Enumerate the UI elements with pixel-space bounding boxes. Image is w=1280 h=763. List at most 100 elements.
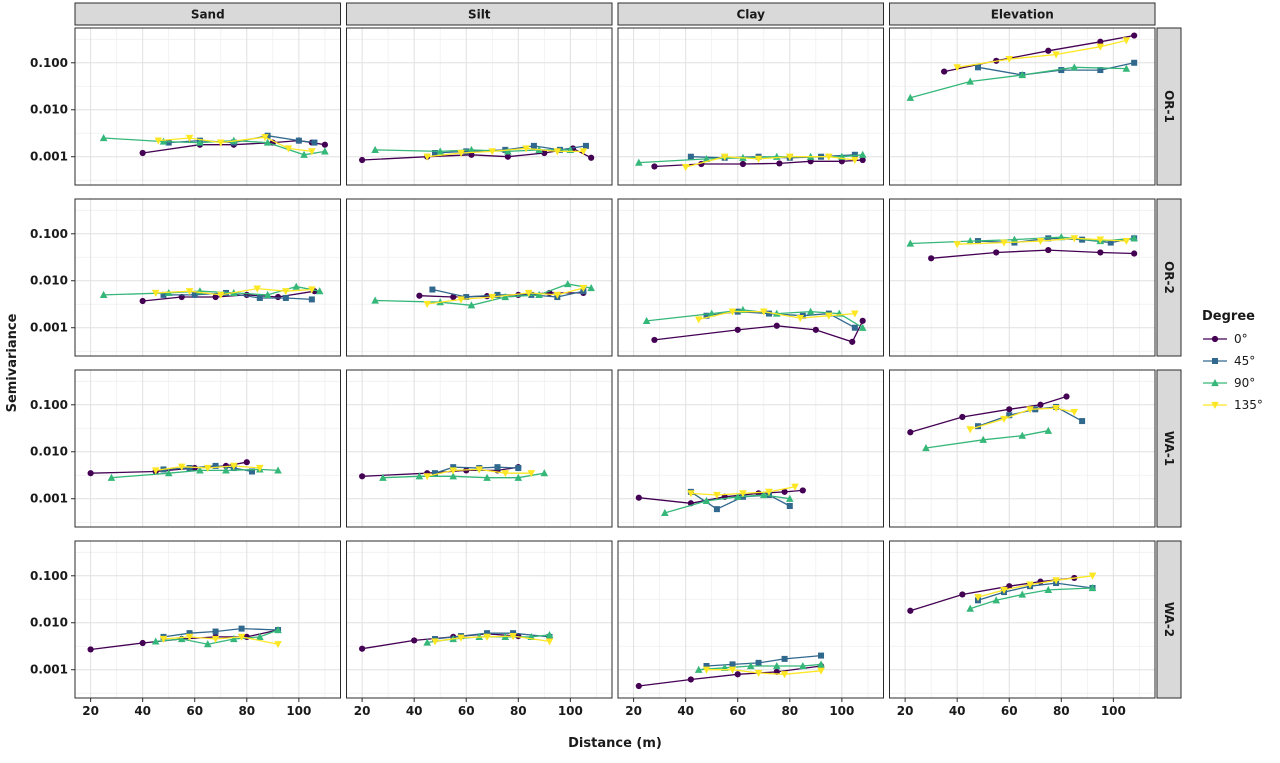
facet-row-strip-OR-2: OR-2 <box>1156 198 1182 357</box>
panel-border <box>617 27 884 186</box>
series-135° <box>423 284 588 308</box>
series-90° <box>379 469 549 481</box>
series-135° <box>974 572 1097 602</box>
y-tick-label: 0.010 <box>30 103 68 117</box>
panel-border <box>346 198 613 357</box>
facet-column-label: Clay <box>737 8 766 22</box>
x-tick-label: 80 <box>781 704 798 718</box>
y-tick-label: 0.001 <box>30 150 68 164</box>
series-line <box>158 136 312 153</box>
panel-border <box>346 540 613 699</box>
panel-background <box>618 541 884 698</box>
panel-border <box>74 540 341 699</box>
legend-label: 90° <box>1234 376 1255 390</box>
facet-row-strip-WA-1: WA-1 <box>1156 369 1182 528</box>
y-tick-label: 0.100 <box>30 227 68 241</box>
panel-border <box>617 369 884 528</box>
x-tick-label: 40 <box>134 704 151 718</box>
panel-background <box>889 199 1155 356</box>
legend-item-0°: 0° <box>1203 332 1248 346</box>
legend-title: Degree <box>1202 309 1255 324</box>
series-line <box>685 156 855 168</box>
facet-row-label: WA-1 <box>1162 431 1176 466</box>
legend-label: 0° <box>1234 332 1248 346</box>
y-tick-label: 0.001 <box>30 663 68 677</box>
panel-border <box>74 369 341 528</box>
x-tick-label: 100 <box>829 704 854 718</box>
legend-label: 135° <box>1234 398 1263 412</box>
series-90° <box>151 626 282 648</box>
x-tick-label: 80 <box>238 704 255 718</box>
panel-OR-2-Silt <box>346 198 613 357</box>
x-tick-label: 100 <box>558 704 583 718</box>
x-tick-label: 60 <box>186 704 203 718</box>
facet-row-strip-WA-2: WA-2 <box>1156 540 1182 699</box>
facet-column-strip-Silt: Silt <box>346 2 613 26</box>
x-tick-label: 20 <box>82 704 99 718</box>
panel-border <box>889 540 1156 699</box>
panel-border <box>889 369 1156 528</box>
facet-row-label: WA-2 <box>1162 602 1176 637</box>
series-135° <box>423 466 536 481</box>
panel-border <box>889 198 1156 357</box>
facet-column-label: Elevation <box>991 8 1054 22</box>
series-line <box>925 430 1049 449</box>
series-0° <box>928 246 1138 262</box>
facet-row-strip-OR-1: OR-1 <box>1156 27 1182 186</box>
series-line <box>427 287 584 305</box>
panel-background <box>346 28 612 185</box>
facet-column-label: Silt <box>468 8 491 22</box>
panel-WA-1-Silt <box>346 369 613 528</box>
series-135° <box>687 483 799 500</box>
x-tick-label: 20 <box>897 704 914 718</box>
series-90° <box>966 583 1097 612</box>
panel-border <box>74 198 341 357</box>
series-line <box>111 468 279 479</box>
panel-WA-1-Elevation <box>889 369 1156 528</box>
legend-item-45°: 45° <box>1203 354 1255 368</box>
panel-OR-2-Clay <box>617 198 884 357</box>
panel-border <box>889 27 1156 186</box>
x-tick-label: 60 <box>1001 704 1018 718</box>
series-135° <box>694 308 859 324</box>
x-tick-label: 40 <box>406 704 423 718</box>
y-tick-label: 0.100 <box>30 56 68 70</box>
x-tick-label: 100 <box>1101 704 1126 718</box>
x-tick-label: 100 <box>286 704 311 718</box>
panel-WA-2-Silt <box>346 540 613 699</box>
series-135° <box>966 404 1079 434</box>
panel-background <box>618 199 884 356</box>
panel-WA-1-Clay <box>617 369 884 528</box>
series-135° <box>159 633 282 649</box>
series-line <box>155 629 279 645</box>
y-tick-label: 0.100 <box>30 569 68 583</box>
panel-border <box>346 369 613 528</box>
x-tick-label: 60 <box>729 704 746 718</box>
series-135° <box>154 134 316 156</box>
series-135° <box>681 153 859 172</box>
series-line <box>427 147 584 158</box>
series-line <box>957 237 1127 245</box>
panel-background <box>75 370 341 527</box>
series-line <box>382 472 545 479</box>
series-135° <box>953 235 1131 249</box>
x-tick-label: 20 <box>354 704 371 718</box>
panel-background <box>346 541 612 698</box>
x-tick-label: 60 <box>458 704 475 718</box>
panel-border <box>617 540 884 699</box>
panel-background <box>889 370 1155 527</box>
panel-border <box>617 198 884 357</box>
y-tick-label: 0.010 <box>30 445 68 459</box>
x-tick-label: 40 <box>949 704 966 718</box>
panel-WA-1-Sand <box>74 369 341 528</box>
series-135° <box>423 145 588 161</box>
panel-WA-2-Sand <box>74 540 341 699</box>
y-tick-label: 0.010 <box>30 274 68 288</box>
x-tick-label: 80 <box>1053 704 1070 718</box>
series-135° <box>953 37 1131 72</box>
series-135° <box>431 632 554 646</box>
panel-background <box>346 199 612 356</box>
y-axis-title: Semivariance <box>5 313 20 412</box>
